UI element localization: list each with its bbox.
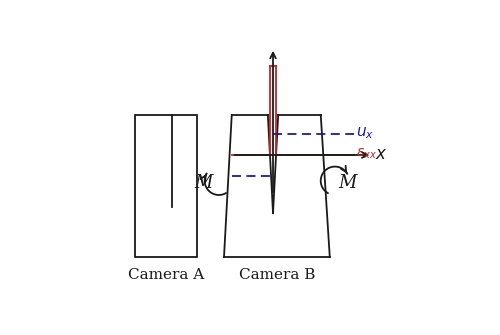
Text: M: M bbox=[338, 174, 357, 192]
Text: $u_x$: $u_x$ bbox=[356, 125, 374, 141]
Text: $\epsilon_{xx}$: $\epsilon_{xx}$ bbox=[356, 146, 376, 161]
Text: $x$: $x$ bbox=[376, 146, 388, 163]
Text: M: M bbox=[194, 174, 212, 192]
Text: Camera A: Camera A bbox=[128, 268, 204, 282]
Text: Camera B: Camera B bbox=[238, 268, 315, 282]
